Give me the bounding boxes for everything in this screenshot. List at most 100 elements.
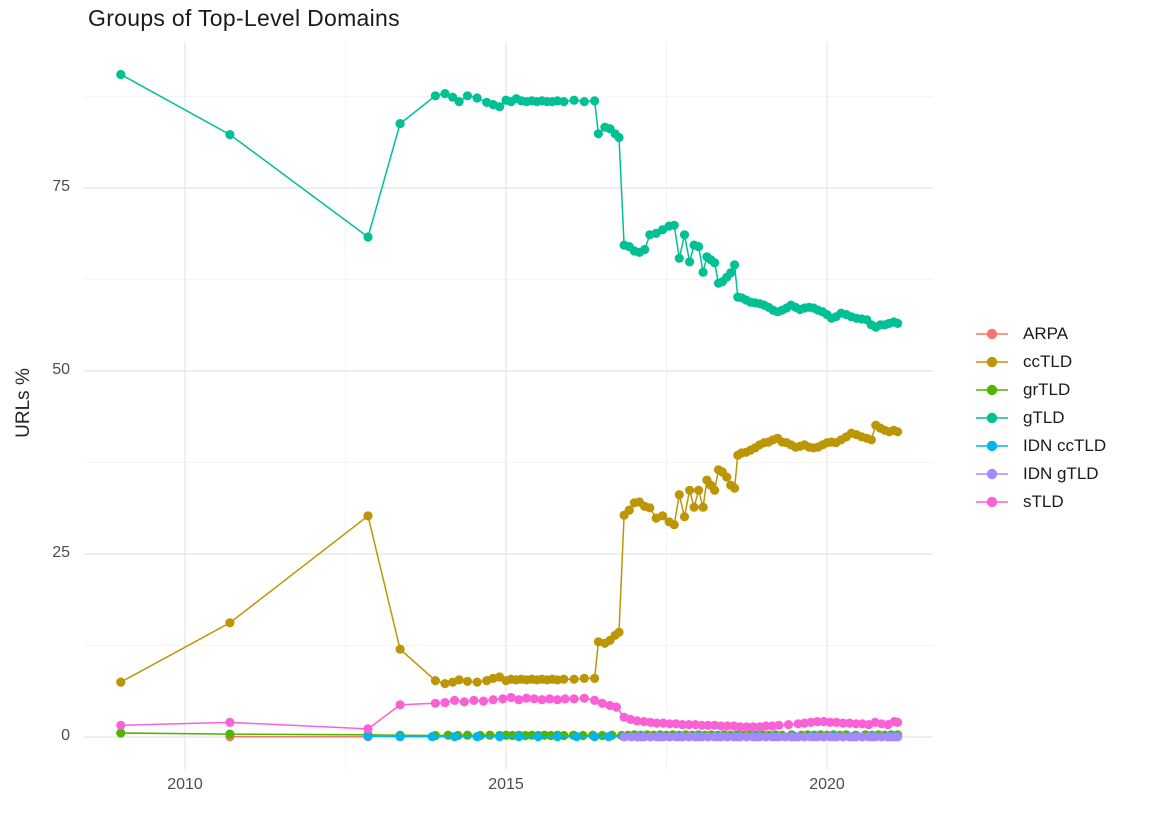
data-point <box>225 717 235 728</box>
data-point <box>689 502 699 512</box>
data-point <box>514 695 524 705</box>
data-point <box>645 503 655 513</box>
data-point <box>225 618 235 628</box>
legend-item-cctld: ccTLD <box>975 348 1106 376</box>
data-point <box>448 92 458 102</box>
data-point <box>632 716 642 726</box>
data-point <box>665 732 675 742</box>
data-point <box>572 732 582 742</box>
data-point <box>569 674 579 684</box>
data-point <box>450 732 460 742</box>
data-point <box>893 318 903 328</box>
data-point <box>619 732 629 742</box>
plot-area <box>84 42 933 770</box>
data-point <box>780 732 790 742</box>
data-point <box>395 700 405 710</box>
data-point <box>395 732 405 742</box>
data-point <box>893 427 903 437</box>
data-point <box>488 695 498 705</box>
data-point <box>684 720 694 730</box>
data-point <box>748 732 758 742</box>
data-point <box>430 91 440 101</box>
legend-item-arpa: ARPA <box>975 320 1106 348</box>
data-point <box>726 268 736 278</box>
data-point <box>395 644 405 654</box>
legend-item-idn-gtld: IDN gTLD <box>975 460 1106 488</box>
legend-label: ARPA <box>1023 324 1069 343</box>
legend-item-idn-cctld: IDN ccTLD <box>975 432 1106 460</box>
data-point <box>870 732 880 742</box>
data-point <box>748 722 758 732</box>
data-point <box>685 257 695 267</box>
legend-item-gtld: gTLD <box>975 404 1106 432</box>
data-point <box>703 720 713 730</box>
data-point <box>783 720 794 730</box>
data-point <box>698 502 708 512</box>
legend-item-grtld: grTLD <box>975 376 1106 404</box>
y-tick-label: 0 <box>61 727 70 744</box>
data-point <box>774 720 784 730</box>
data-point <box>472 732 482 742</box>
data-point <box>395 119 405 129</box>
data-point <box>722 472 732 482</box>
data-point <box>774 732 784 742</box>
data-point <box>454 97 464 107</box>
data-point <box>462 676 473 687</box>
data-point <box>761 721 771 731</box>
data-point <box>614 132 624 143</box>
data-point <box>694 485 704 495</box>
data-point <box>697 720 707 730</box>
data-point <box>812 732 823 742</box>
data-point <box>579 97 589 107</box>
legend-label: IDN ccTLD <box>1023 436 1107 455</box>
data-point <box>462 730 473 740</box>
data-point <box>552 695 562 705</box>
data-point <box>652 732 662 742</box>
legend: ARPA ccTLD grTLD gTLD IDN ccTLD IDN gTLD sTLD <box>975 320 1106 516</box>
data-point <box>819 732 829 742</box>
data-point <box>832 732 842 742</box>
legend-key-icon <box>976 384 1008 396</box>
data-point <box>545 694 555 704</box>
data-point <box>559 674 569 684</box>
data-point <box>472 677 482 687</box>
x-tick-label: 2020 <box>809 776 845 793</box>
data-point <box>698 267 708 277</box>
data-point <box>604 732 614 742</box>
data-point <box>694 242 704 252</box>
data-point <box>669 520 679 530</box>
data-point <box>478 696 489 706</box>
data-point <box>495 102 505 112</box>
data-point <box>427 732 437 742</box>
data-point <box>533 732 543 742</box>
data-point <box>735 732 745 742</box>
data-point <box>729 732 739 742</box>
data-point <box>793 732 803 742</box>
data-point <box>529 694 539 704</box>
data-point <box>593 129 603 139</box>
data-point <box>799 732 810 742</box>
data-point <box>825 732 835 742</box>
data-point <box>559 97 569 107</box>
data-point <box>674 253 684 263</box>
data-point <box>864 732 874 742</box>
data-point <box>454 675 464 685</box>
legend-label: sTLD <box>1023 492 1064 511</box>
data-point <box>498 694 508 704</box>
data-point <box>116 677 126 687</box>
data-point <box>761 732 771 742</box>
data-point <box>640 244 650 255</box>
data-point <box>851 732 861 742</box>
data-point <box>697 732 707 742</box>
data-point <box>857 732 867 742</box>
data-point <box>677 732 688 742</box>
data-point <box>825 717 835 728</box>
data-point <box>730 483 740 493</box>
data-point <box>893 732 903 742</box>
data-point <box>440 698 450 708</box>
data-point <box>506 692 516 703</box>
data-point <box>674 490 684 500</box>
data-point <box>703 732 713 742</box>
data-point <box>363 511 373 521</box>
